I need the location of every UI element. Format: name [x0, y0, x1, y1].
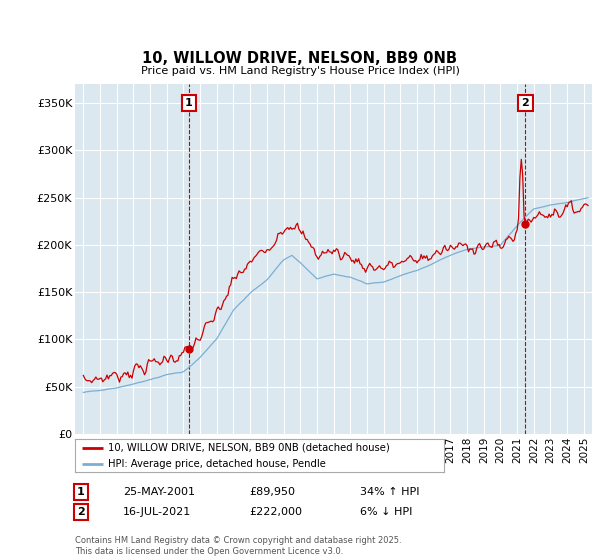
Text: Price paid vs. HM Land Registry's House Price Index (HPI): Price paid vs. HM Land Registry's House … — [140, 66, 460, 76]
Text: 1: 1 — [185, 98, 193, 108]
Text: £222,000: £222,000 — [249, 507, 302, 517]
Text: 2: 2 — [77, 507, 85, 517]
Text: HPI: Average price, detached house, Pendle: HPI: Average price, detached house, Pend… — [108, 459, 326, 469]
Text: 25-MAY-2001: 25-MAY-2001 — [123, 487, 195, 497]
Text: 1: 1 — [77, 487, 85, 497]
Text: 34% ↑ HPI: 34% ↑ HPI — [360, 487, 419, 497]
Text: 2: 2 — [521, 98, 529, 108]
Text: £89,950: £89,950 — [249, 487, 295, 497]
Text: 10, WILLOW DRIVE, NELSON, BB9 0NB (detached house): 10, WILLOW DRIVE, NELSON, BB9 0NB (detac… — [108, 443, 390, 453]
Text: 10, WILLOW DRIVE, NELSON, BB9 0NB: 10, WILLOW DRIVE, NELSON, BB9 0NB — [143, 51, 458, 66]
Text: 6% ↓ HPI: 6% ↓ HPI — [360, 507, 412, 517]
Text: Contains HM Land Registry data © Crown copyright and database right 2025.
This d: Contains HM Land Registry data © Crown c… — [75, 536, 401, 556]
Text: 16-JUL-2021: 16-JUL-2021 — [123, 507, 191, 517]
